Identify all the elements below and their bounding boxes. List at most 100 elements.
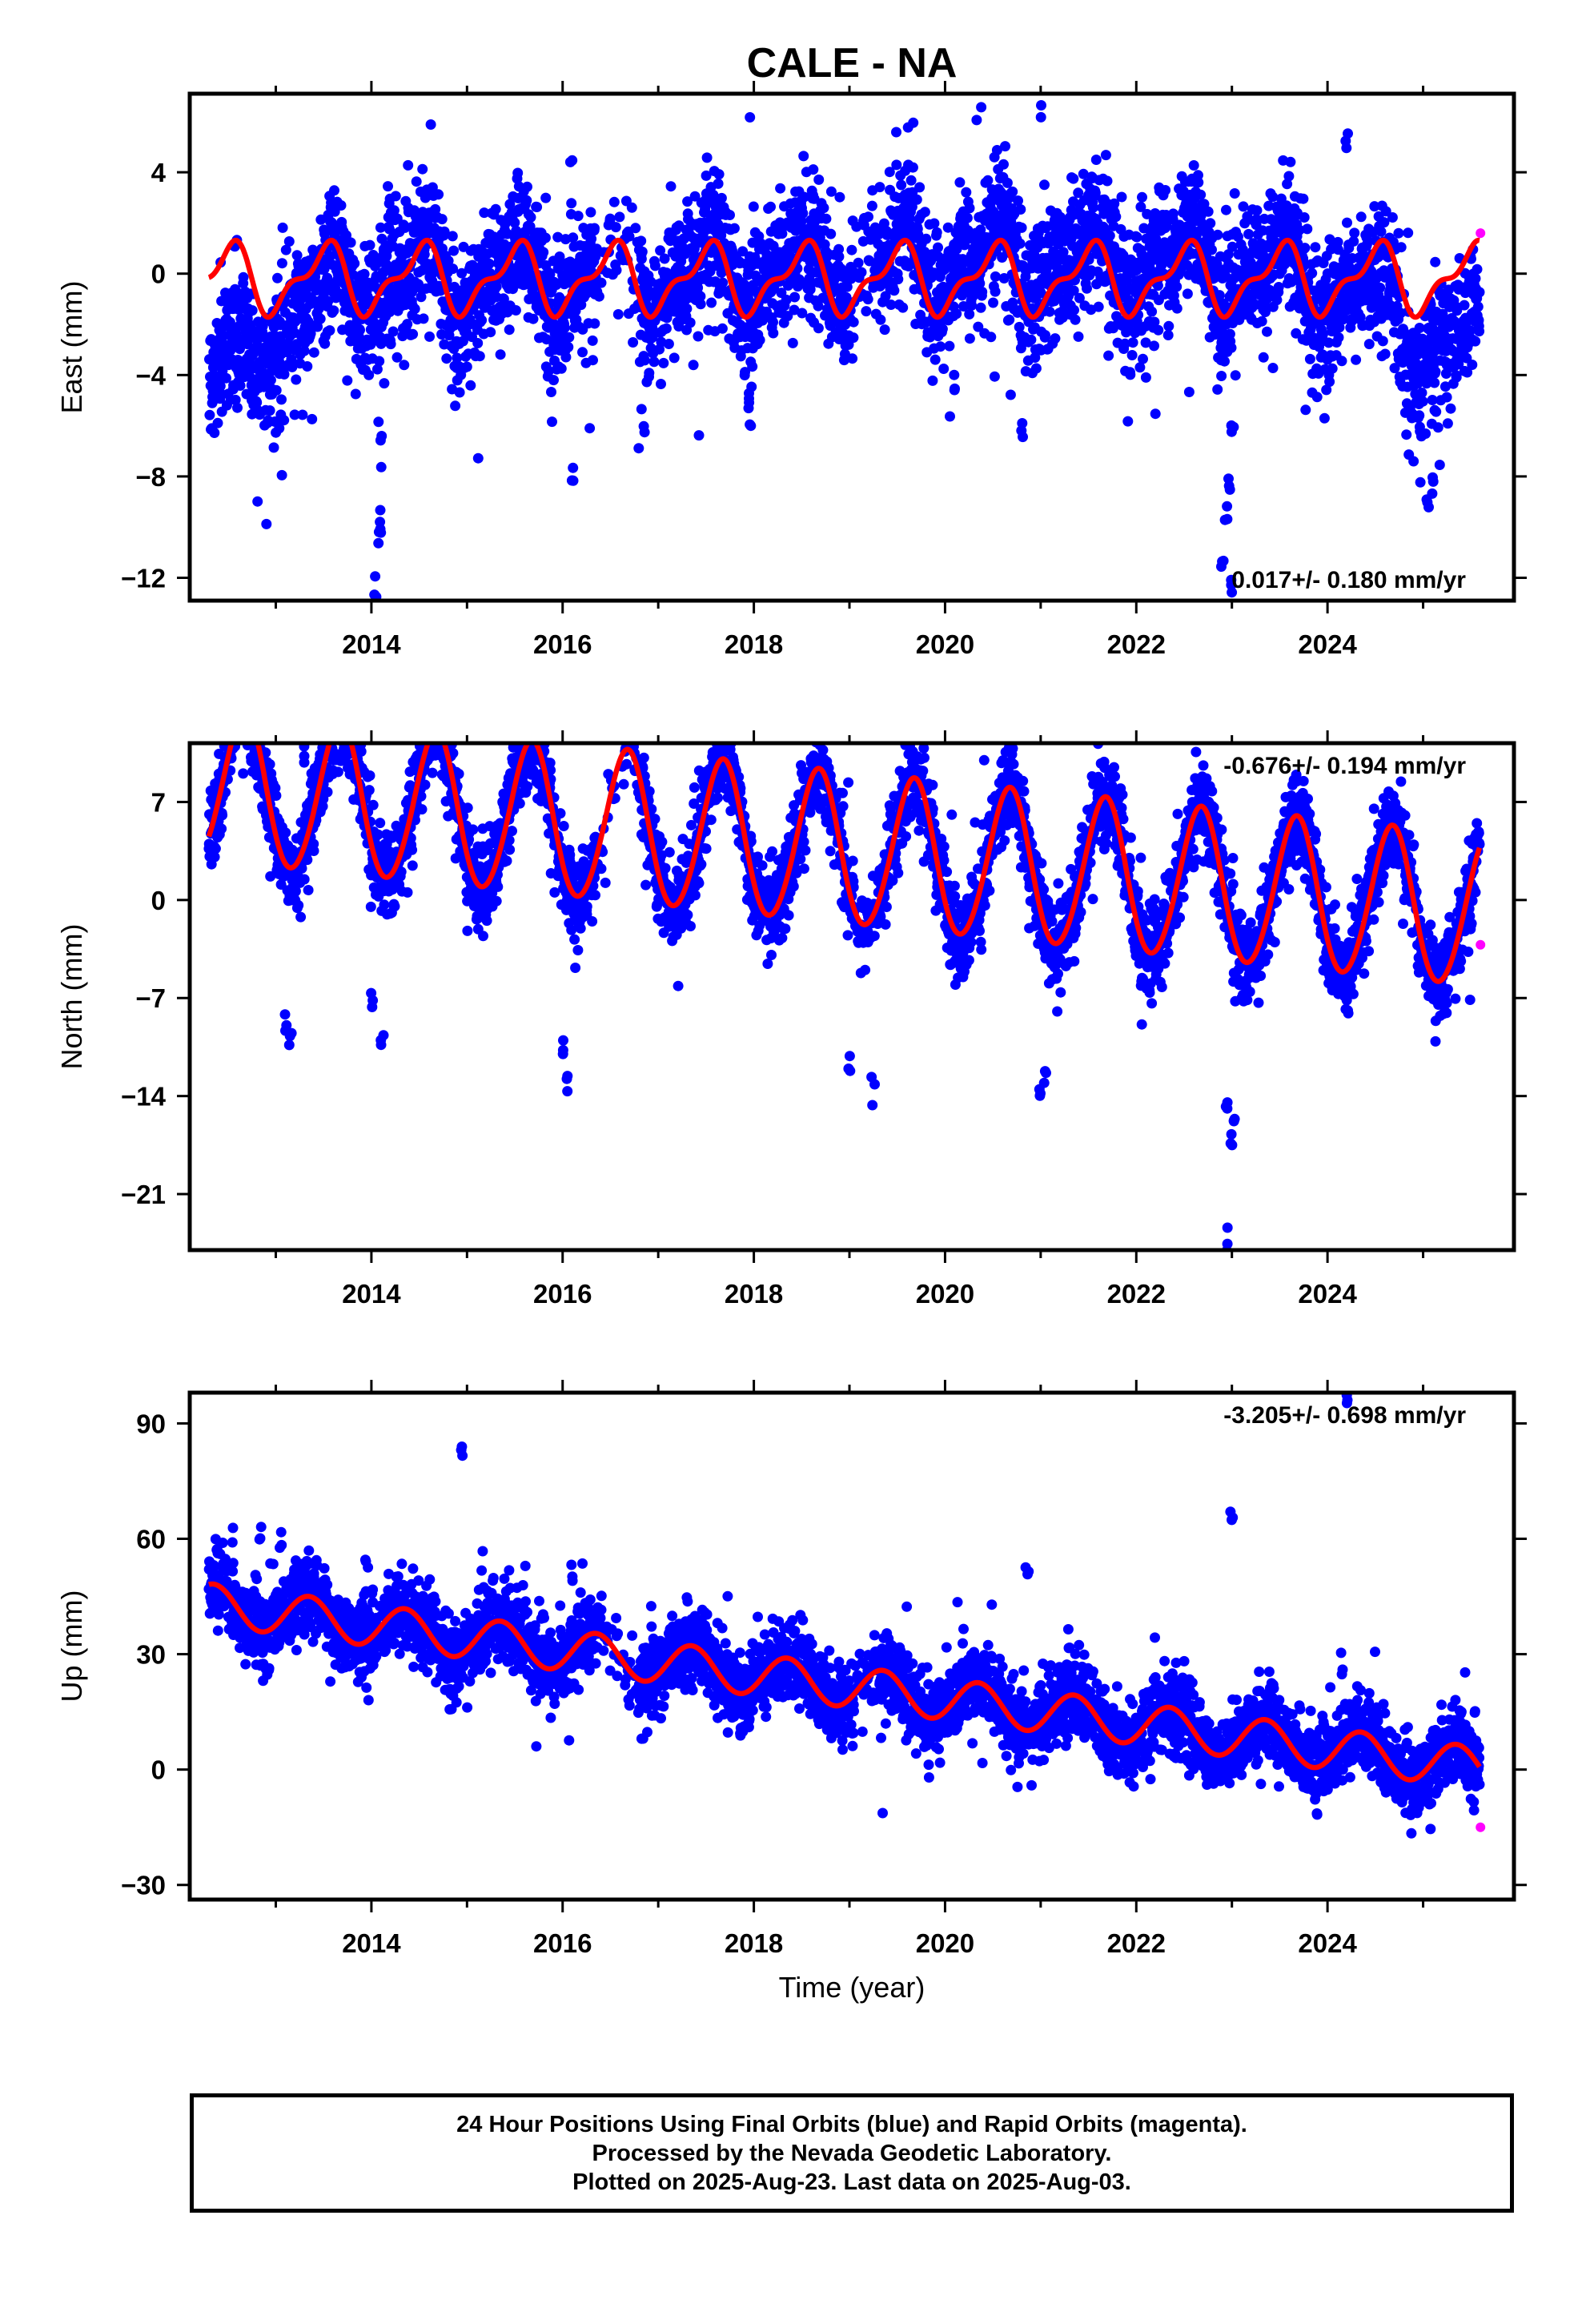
final-point	[701, 170, 712, 181]
outlier-point	[1427, 472, 1438, 483]
final-point	[276, 469, 287, 480]
final-point	[1137, 191, 1147, 203]
final-point	[239, 710, 250, 720]
final-point	[1140, 372, 1151, 383]
final-point	[908, 117, 919, 128]
final-point	[1229, 188, 1240, 199]
final-point	[1298, 193, 1309, 204]
final-point	[614, 211, 625, 223]
final-point	[232, 716, 243, 726]
final-point	[231, 717, 241, 727]
final-point	[913, 229, 924, 240]
final-point	[229, 718, 239, 729]
final-point	[1183, 387, 1195, 397]
final-point	[447, 231, 458, 242]
final-point	[232, 402, 243, 413]
final-point	[891, 159, 902, 171]
final-point	[1138, 353, 1148, 364]
outlier-point	[568, 475, 579, 486]
final-point	[1431, 406, 1442, 417]
final-point	[964, 203, 975, 214]
final-point	[472, 452, 484, 464]
final-point	[813, 174, 825, 185]
outlier-point	[1423, 501, 1434, 513]
outlier-point	[1226, 426, 1237, 437]
final-point	[930, 354, 941, 365]
final-point	[335, 200, 347, 211]
final-point	[768, 316, 778, 328]
final-point	[1150, 408, 1161, 420]
final-point	[685, 317, 696, 328]
final-point	[560, 352, 572, 363]
final-point	[234, 714, 244, 725]
final-point	[1044, 306, 1055, 317]
final-point	[818, 203, 829, 214]
outlier-point	[744, 388, 754, 399]
final-point	[1069, 304, 1079, 316]
final-point	[775, 183, 786, 194]
final-point	[303, 885, 314, 895]
final-point	[249, 710, 259, 720]
final-point	[264, 405, 275, 416]
final-point	[1434, 460, 1445, 470]
final-point	[879, 324, 890, 336]
final-point	[243, 698, 254, 709]
final-point	[1430, 256, 1441, 267]
final-point	[342, 375, 353, 386]
final-point	[279, 368, 290, 380]
final-point	[436, 329, 448, 340]
final-point	[1171, 303, 1182, 314]
final-point	[387, 326, 399, 337]
final-point	[1230, 370, 1241, 381]
final-point	[234, 710, 244, 721]
final-point	[975, 302, 986, 313]
outlier-point	[1036, 100, 1046, 111]
final-point	[529, 76, 540, 86]
final-point	[1355, 211, 1367, 223]
final-orbit-points-east	[204, 70, 1485, 601]
final-point	[990, 286, 1001, 297]
final-point	[593, 291, 604, 302]
final-point	[308, 295, 319, 306]
final-point	[416, 292, 427, 303]
final-point	[231, 710, 242, 721]
final-point	[215, 393, 226, 404]
final-point	[833, 251, 845, 262]
final-point	[411, 176, 422, 187]
final-point	[225, 715, 235, 726]
final-point	[233, 694, 243, 704]
final-point	[944, 340, 955, 352]
final-point	[1300, 404, 1311, 416]
final-point	[293, 900, 304, 911]
final-point	[745, 112, 756, 123]
final-point	[299, 874, 310, 885]
final-point	[252, 723, 263, 734]
final-point	[863, 211, 873, 223]
outlier-point	[370, 571, 381, 582]
final-point	[695, 299, 706, 310]
final-point	[1349, 227, 1360, 239]
final-point	[552, 231, 564, 243]
outlier-point	[1037, 70, 1047, 80]
final-point	[610, 222, 621, 233]
outlier-point	[1035, 111, 1046, 123]
final-point	[693, 331, 704, 342]
final-point	[274, 423, 285, 434]
final-point	[937, 324, 948, 335]
final-point	[251, 694, 262, 705]
final-point	[252, 711, 263, 722]
final-point	[257, 320, 268, 332]
final-point	[216, 719, 227, 730]
final-point	[564, 332, 575, 343]
final-point	[230, 731, 240, 742]
final-point	[889, 285, 900, 296]
final-point	[701, 152, 713, 163]
final-point	[964, 333, 975, 344]
final-point	[1090, 155, 1102, 165]
outlier-point	[1219, 514, 1231, 525]
final-point	[1379, 348, 1391, 360]
final-point	[1262, 326, 1272, 337]
final-point	[572, 211, 584, 222]
final-point	[846, 244, 857, 255]
final-point	[235, 380, 246, 391]
